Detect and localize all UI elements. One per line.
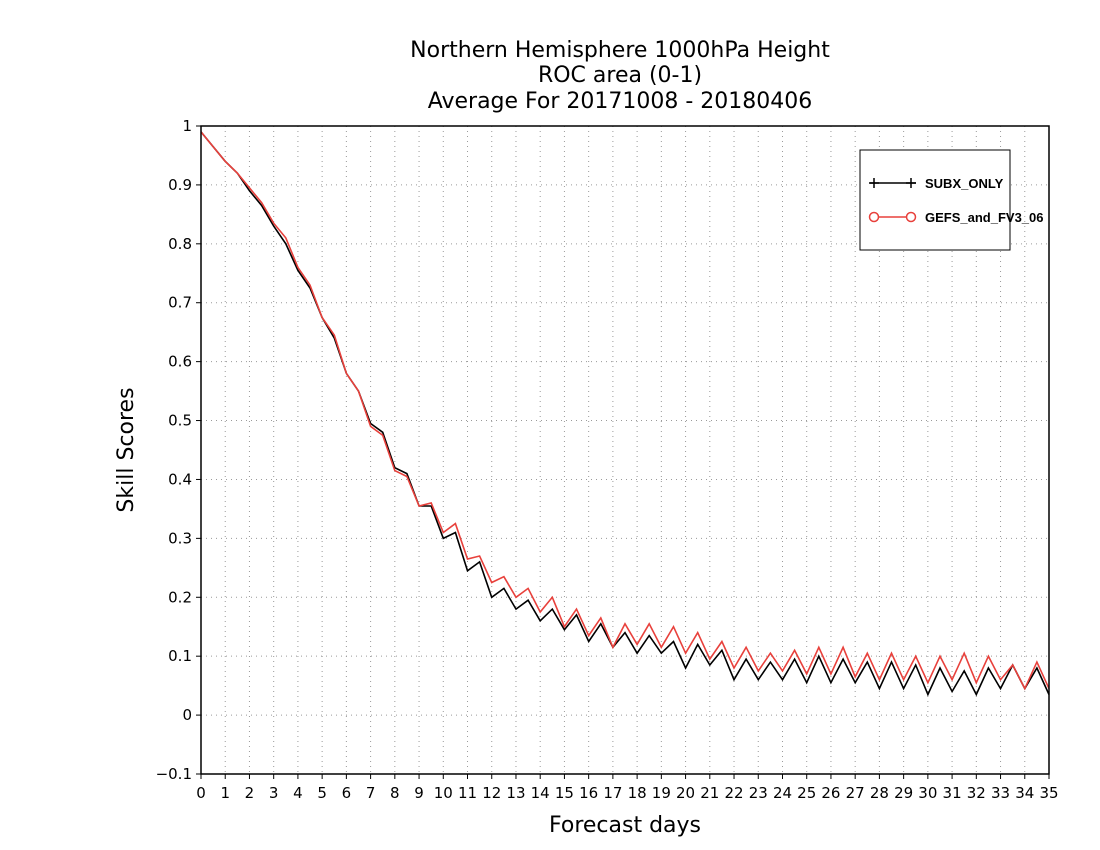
x-tick-label: 13 [506,784,525,802]
x-tick-label: 20 [676,784,695,802]
x-tick-label: 33 [991,784,1010,802]
x-tick-label: 8 [390,784,400,802]
legend-box [859,149,1011,251]
x-tick-label: 18 [628,784,647,802]
chart-title-line-3: Average For 20171008 - 20180406 [428,89,813,114]
y-tick-label: 0.4 [168,470,192,488]
y-tick-label: 0.1 [168,647,192,665]
y-tick-label: 0.5 [168,412,192,430]
legend-marker-circle [868,211,880,223]
x-tick-label: 26 [821,784,840,802]
axis-ticks: 0 1 2 3 4 5 6 7 8 9 10 11 12 13 14 15 16 17 18 19 20 21 22 23 24… [156,117,1059,802]
chart-title-line-1: Northern Hemisphere 1000hPa Height [410,38,830,63]
x-tick-label: 15 [555,784,574,802]
y-tick-label: 0.8 [168,235,192,253]
y-tick-label: 0.9 [168,176,192,194]
x-tick-label: 7 [366,784,376,802]
x-tick-label: 30 [918,784,937,802]
y-tick-label: 0.2 [168,588,192,606]
legend: SUBX_ONLY GEFS_and_FV3_06 [859,149,1044,251]
x-tick-label: 3 [269,784,279,802]
x-tick-label: 22 [724,784,743,802]
x-tick-label: 10 [434,784,453,802]
y-tick-label: 0.3 [168,529,192,547]
x-tick-label: 11 [458,784,477,802]
x-tick-label: 0 [196,784,206,802]
x-tick-label: 21 [700,784,719,802]
x-tick-label: 29 [894,784,913,802]
x-tick-label: 32 [967,784,986,802]
y-tick-label: −0.1 [156,765,192,783]
x-tick-label: 6 [342,784,352,802]
chart-title-line-2: ROC area (0-1) [538,63,702,88]
x-tick-label: 35 [1039,784,1058,802]
x-tick-label: 24 [773,784,792,802]
x-tick-label: 23 [749,784,768,802]
legend-marker-plus [869,178,916,188]
x-tick-label: 27 [846,784,865,802]
y-axis-label: Skill Scores [114,387,139,512]
x-tick-label: 1 [220,784,230,802]
x-tick-label: 31 [943,784,962,802]
series-lines [200,131,1050,697]
y-tick-label: 0.6 [168,353,192,371]
x-tick-label: 28 [870,784,889,802]
plot-frame [200,125,1050,775]
legend-label-subx: SUBX_ONLY [925,176,1004,191]
series-line-gefs-and-fv3 [200,131,1050,691]
y-tick-label: 1 [182,117,192,135]
y-tick-label: 0.7 [168,294,192,312]
x-tick-label: 25 [797,784,816,802]
x-tick-label: 17 [603,784,622,802]
x-tick-label: 9 [414,784,424,802]
x-tick-label: 34 [1015,784,1034,802]
grid-lines [201,126,1049,774]
legend-marker-circle [905,211,917,223]
x-tick-label: 14 [531,784,550,802]
legend-label-gefs: GEFS_and_FV3_06 [925,210,1044,225]
x-tick-label: 16 [579,784,598,802]
x-tick-label: 4 [293,784,303,802]
x-tick-label: 2 [245,784,255,802]
y-tick-label: 0 [182,706,192,724]
x-tick-label: 12 [482,784,501,802]
x-axis-label: Forecast days [549,813,701,838]
x-tick-label: 5 [317,784,327,802]
x-tick-label: 19 [652,784,671,802]
